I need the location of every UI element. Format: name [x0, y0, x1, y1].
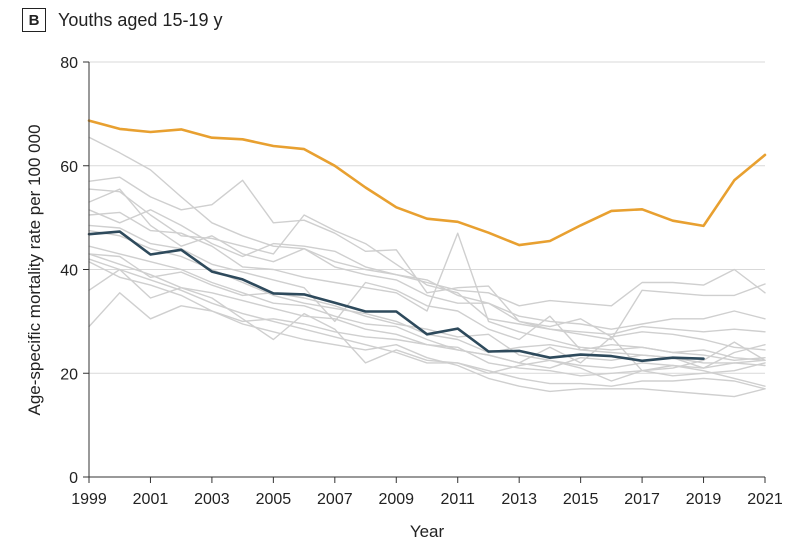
background-series-line	[88, 253, 766, 369]
tick-labels: 0 20 40 60 80 1999 2001 2003 2005 2007 2009 2011 201…	[60, 55, 783, 508]
x-axis-label: Year	[410, 522, 445, 541]
x-tick-label: 2013	[501, 491, 537, 508]
panel-letter: B	[22, 8, 46, 32]
x-tick-label: 2007	[317, 491, 353, 508]
x-tick-label: 2015	[563, 491, 599, 508]
panel-header: B Youths aged 15-19 y	[22, 6, 222, 34]
y-tick-label: 60	[60, 159, 78, 176]
y-axis-label: Age-specific mortality rate per 100 000	[25, 124, 44, 415]
background-series-line	[88, 261, 766, 398]
y-tick-label: 0	[69, 470, 78, 487]
background-series-line	[88, 136, 766, 307]
x-tick-label: 2005	[256, 491, 292, 508]
x-tick-label: 2019	[686, 491, 722, 508]
panel-title: Youths aged 15-19 y	[58, 9, 223, 30]
x-tick-label: 1999	[71, 491, 107, 508]
x-tick-label: 2001	[133, 491, 169, 508]
x-tick-label: 2017	[624, 491, 660, 508]
axes	[83, 61, 766, 483]
background-series-line	[88, 188, 766, 335]
x-tick-label: 2003	[194, 491, 230, 508]
background-series-line	[88, 245, 766, 372]
x-tick-label: 2011	[441, 491, 476, 508]
gridlines	[89, 61, 765, 374]
highlight-dark-series-line	[87, 230, 705, 363]
y-tick-label: 20	[60, 366, 78, 383]
y-tick-label: 40	[60, 263, 78, 280]
background-series-line	[88, 258, 766, 390]
background-series-line	[88, 268, 766, 382]
background-series-line	[88, 188, 766, 330]
background-series-line	[88, 224, 766, 369]
highlight-orange-series-line	[87, 119, 767, 247]
background-series-line	[88, 211, 766, 361]
highlight-series	[87, 119, 767, 363]
x-tick-label: 2009	[378, 491, 414, 508]
background-series-line	[88, 176, 766, 341]
y-tick-label: 80	[60, 55, 78, 72]
background-series-line	[88, 209, 766, 351]
background-series-line	[88, 292, 766, 369]
x-tick-label: 2021	[747, 491, 783, 508]
